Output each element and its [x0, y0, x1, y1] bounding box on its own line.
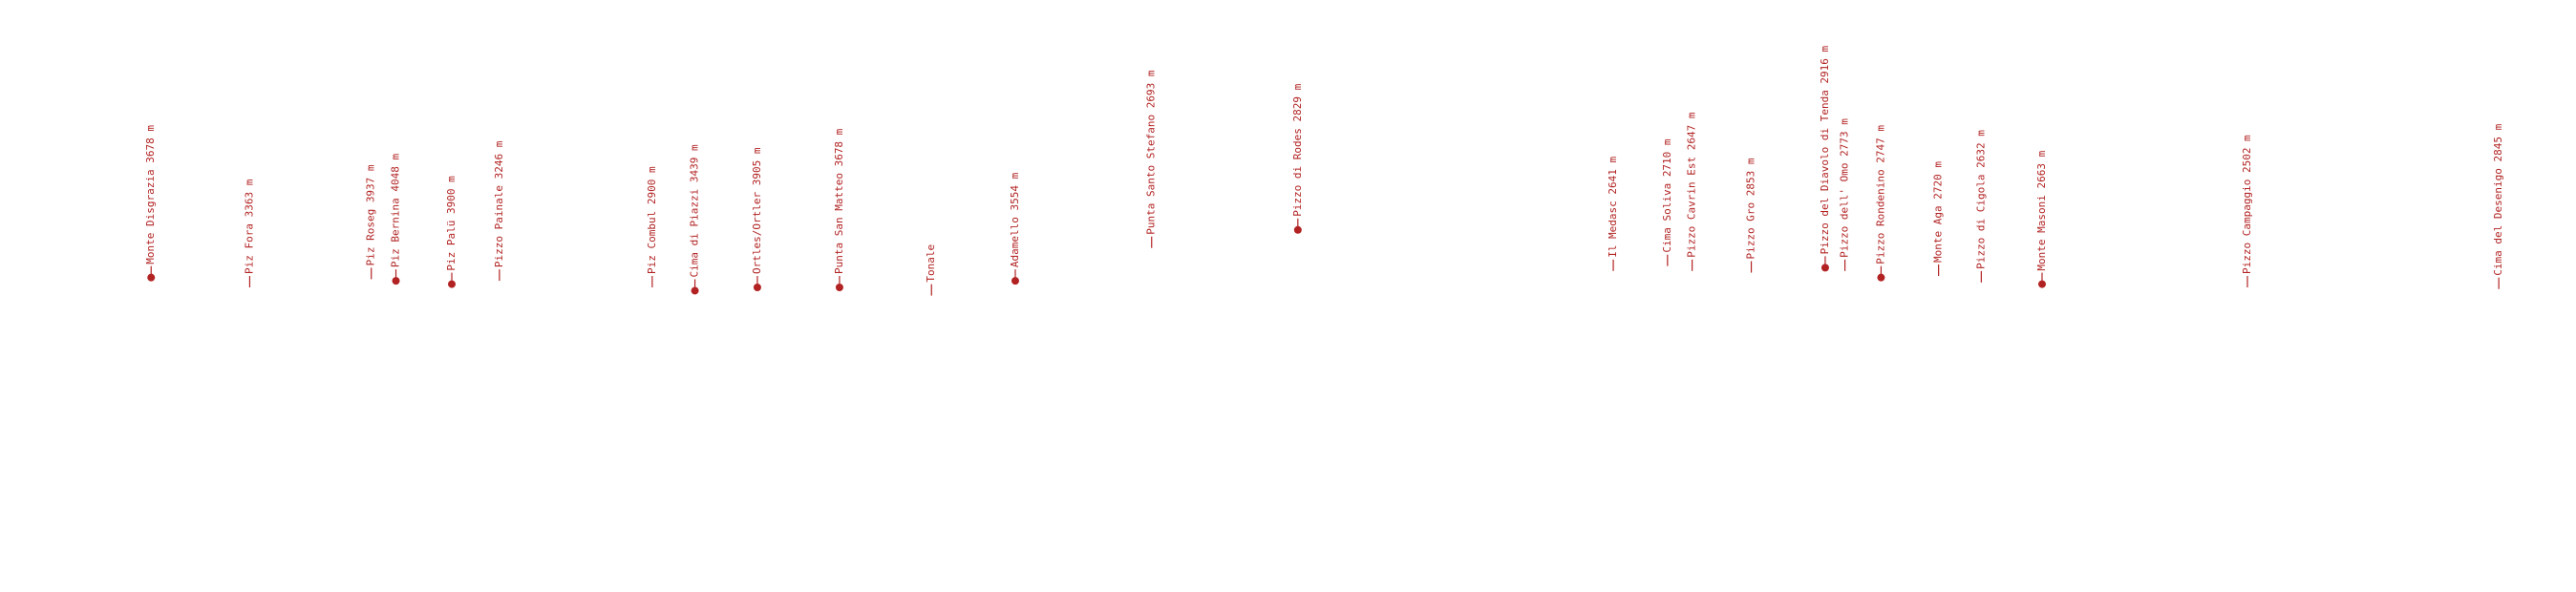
peak-label: Piz Combul 2900 m: [646, 166, 658, 274]
peak-label: Monte Masoni 2663 m: [2035, 150, 2048, 270]
peak-label: Cima Soliva 2710 m: [1661, 138, 1673, 253]
peak-label: Pizzo dell' Omo 2773 m: [1839, 118, 1851, 258]
peak-label: Tonale: [925, 244, 937, 283]
peak-label: Piz Roseg 3937 m: [365, 164, 377, 265]
peak-label: Pizzo di Cigola 2632 m: [1974, 130, 1987, 269]
peak-label: Cima di Piazzi 3439 m: [689, 144, 701, 277]
peak-label: Monte Disgrazia 3678 m: [144, 125, 157, 264]
peak-label: Piz Palü 3900 m: [445, 176, 458, 271]
peak-label: Pizzo Cavrin Est 2647 m: [1686, 112, 1698, 258]
peak-label: Monte Aga 2720 m: [1932, 161, 1945, 263]
peak-label: Cima del Desenigo 2845 m: [2492, 123, 2504, 275]
peak-label: Pizzo Campaggio 2502 m: [2241, 135, 2253, 274]
peak-label: Piz Fora 3363 m: [243, 179, 255, 274]
peak-label: Punta San Matteo 3678 m: [833, 128, 845, 274]
peak-label: Piz Bernina 4048 m: [390, 154, 402, 268]
peak-label: Pizzo Gro 2853 m: [1745, 158, 1757, 259]
peak-label: Pizzo di Rodes 2829 m: [1291, 83, 1304, 216]
peak-label: Pizzo del Diavolo di Tenda 2916 m: [1819, 45, 1831, 254]
peak-label: Il Medasc 2641 m: [1607, 156, 1619, 257]
peak-label: Adamello 3554 m: [1009, 172, 1021, 267]
peak-label: Ortles/Ortler 3905 m: [751, 147, 763, 274]
peak-label: Pizzo Painale 3246 m: [493, 140, 505, 267]
peak-label: Pizzo Rondenino 2747 m: [1874, 125, 1886, 264]
peak-label: Punta Santo Stefano 2693 m: [1145, 70, 1158, 235]
